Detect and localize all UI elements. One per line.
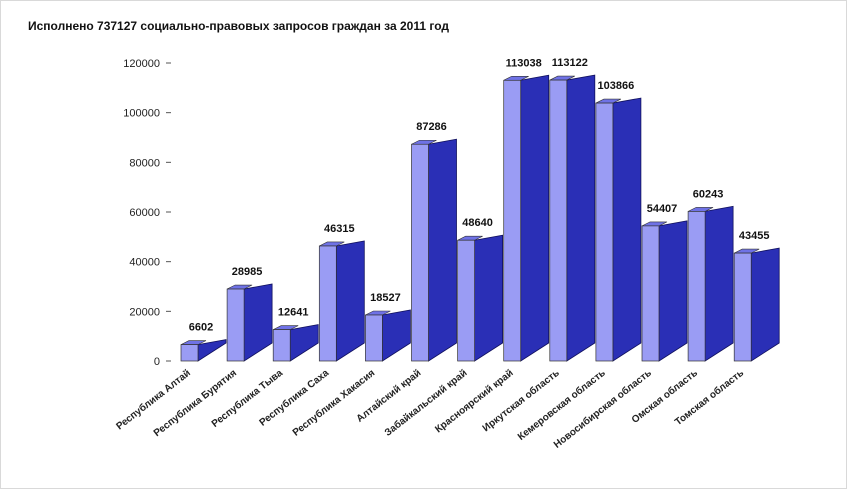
bar-front <box>318 245 337 362</box>
data-label: 28985 <box>232 266 263 278</box>
bar <box>595 97 642 362</box>
bar <box>411 138 457 362</box>
bar-front <box>411 143 429 362</box>
category-label: Республика Хакасия <box>290 367 377 439</box>
bar <box>503 74 550 362</box>
data-label: 48640 <box>462 217 493 229</box>
bar-ribbon <box>658 220 688 362</box>
y-tick-label: 0 <box>154 356 160 368</box>
y-tick-label: 120000 <box>123 58 160 70</box>
bar-front <box>595 102 614 362</box>
bar-front <box>365 314 383 362</box>
bar-ribbon <box>428 138 457 362</box>
bar-ribbon <box>520 74 550 362</box>
bar-ribbon <box>243 283 273 362</box>
data-label: 113122 <box>552 57 588 69</box>
bar-front <box>272 329 291 362</box>
category-label: Забайкальский край <box>382 367 469 439</box>
data-label: 6602 <box>189 322 213 334</box>
bar-ribbon <box>612 97 642 362</box>
bar <box>180 339 227 362</box>
bar <box>226 283 273 362</box>
bar-front <box>503 79 522 362</box>
bar <box>365 309 411 362</box>
data-label: 60243 <box>693 188 724 200</box>
data-label: 46315 <box>324 223 355 235</box>
bar <box>549 74 596 362</box>
data-label: 113038 <box>506 57 542 69</box>
bar-ribbon <box>381 309 411 362</box>
y-tick-label: 100000 <box>123 108 160 120</box>
data-label: 54407 <box>647 203 678 215</box>
y-tick-label: 60000 <box>129 207 160 219</box>
category-label: Красноярский край <box>433 368 515 436</box>
bar <box>272 324 319 362</box>
data-label: 87286 <box>416 121 447 133</box>
data-label: 18527 <box>370 292 401 304</box>
bar-ribbon <box>289 324 319 362</box>
bar-front <box>180 344 199 362</box>
data-label: 12641 <box>278 307 309 319</box>
value-labels-layer: 6602 28985 12641 46315 18527 87286 48640 113038… <box>189 57 770 334</box>
y-tick-label: 40000 <box>129 257 160 269</box>
category-label: Республика Бурятия <box>151 367 239 439</box>
category-label: Иркутская область <box>480 367 562 434</box>
bar-front <box>226 288 245 362</box>
bar-front <box>457 239 475 362</box>
data-label: 43455 <box>739 230 770 242</box>
bar-ribbon <box>566 74 596 362</box>
bar-front <box>549 79 568 362</box>
bar <box>457 234 504 362</box>
bar-ribbon <box>474 234 504 362</box>
bar <box>687 205 734 362</box>
category-label: Республика Алтай <box>114 367 193 432</box>
bar <box>641 220 688 362</box>
category-label: Кемеровская область <box>515 367 607 443</box>
bar-front <box>687 211 706 362</box>
bar-front <box>733 252 752 362</box>
bar <box>318 240 365 362</box>
y-axis: 0 20000 40000 60000 80000 100000 120000 <box>123 58 171 368</box>
bar-ribbon <box>750 247 780 362</box>
chart-title: Исполнено 737127 социально-правовых запр… <box>28 19 449 33</box>
data-label: 103866 <box>598 80 635 92</box>
bar <box>733 247 780 362</box>
bar-ribbon <box>335 240 365 362</box>
bars-layer <box>180 74 780 362</box>
bar-front <box>641 225 660 362</box>
bar-ribbon <box>704 205 734 362</box>
y-tick-label: 80000 <box>129 157 160 169</box>
y-tick-label: 20000 <box>129 306 160 318</box>
